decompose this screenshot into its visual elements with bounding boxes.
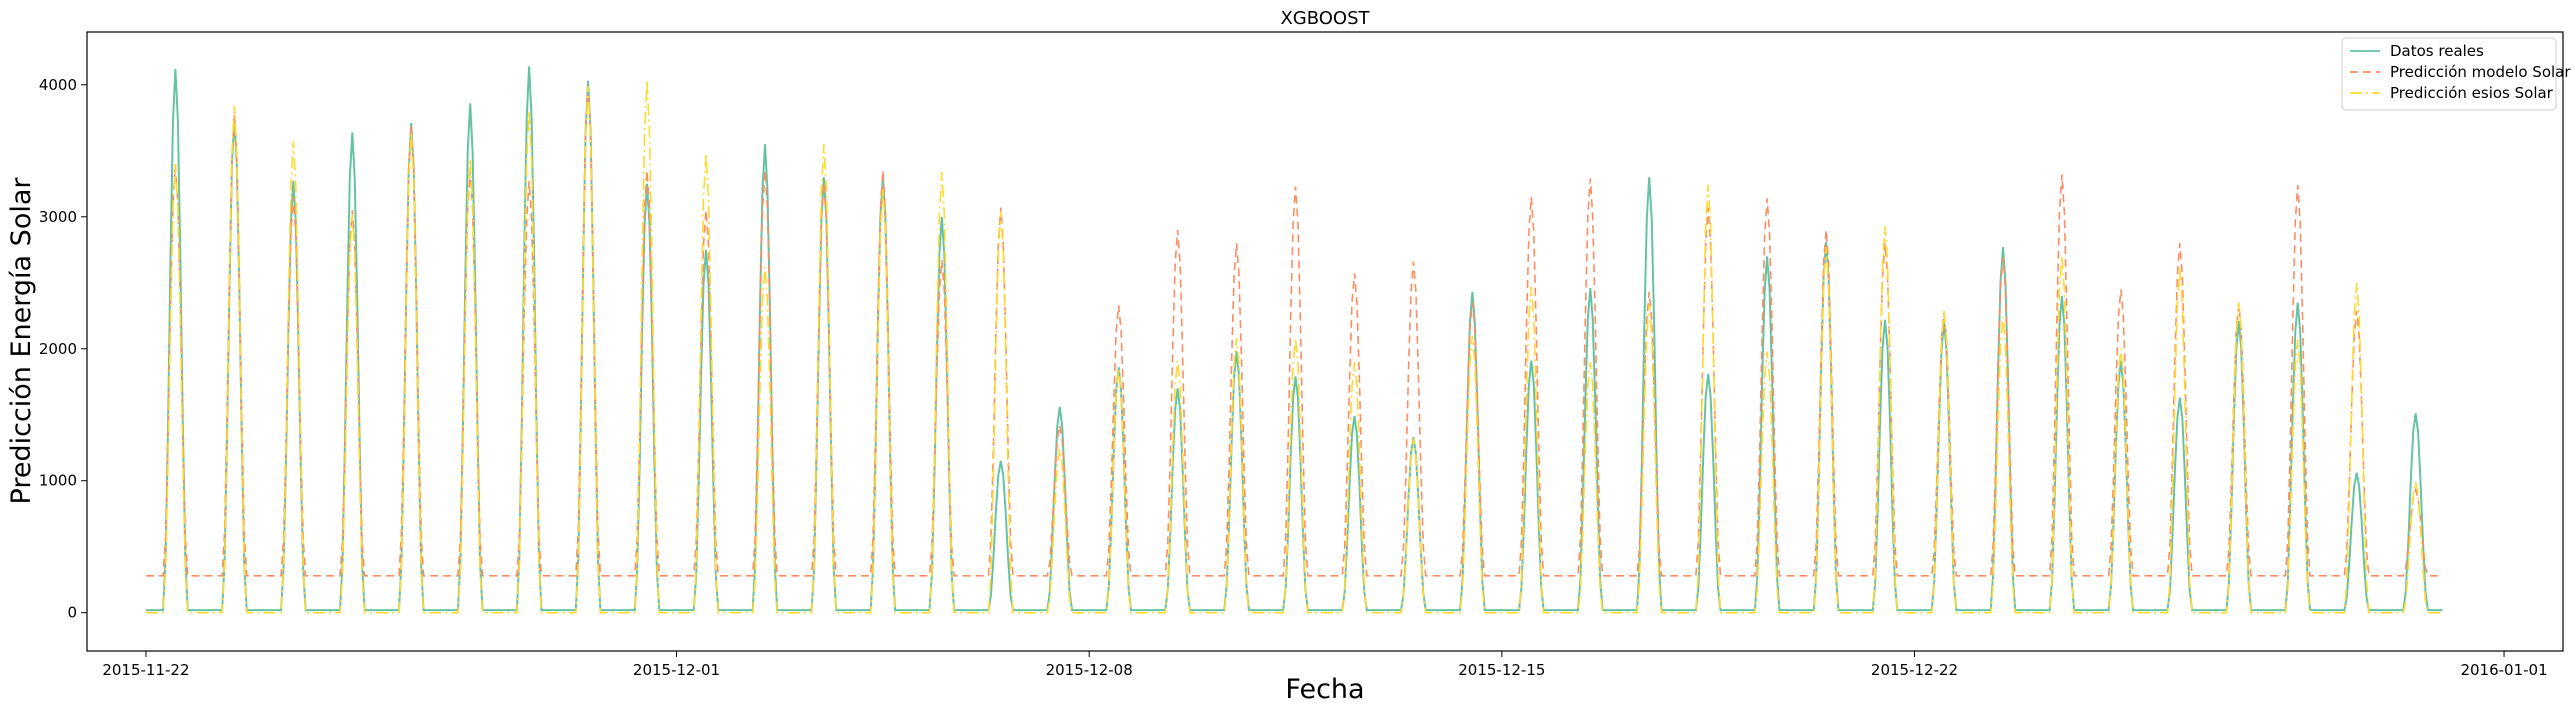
y-tick-label: 0: [67, 604, 77, 622]
legend: Datos reales Predicción modelo Solar Pre…: [2341, 37, 2571, 111]
y-tick-label: 1000: [39, 472, 77, 490]
legend-label-datos-reales: Datos reales: [2390, 42, 2484, 60]
chart-title: XGBOOST: [1280, 8, 1370, 29]
x-axis-title: Fecha: [1285, 674, 1364, 705]
x-tick-label: 2015-12-01: [633, 661, 720, 679]
x-tick-label: 2015-12-15: [1458, 661, 1545, 679]
legend-box: [2341, 37, 2557, 111]
x-tick-label: 2015-11-22: [102, 661, 189, 679]
x-tick-label: 2016-01-01: [2460, 661, 2547, 679]
legend-label-prediccion-modelo-solar: Predicción modelo Solar: [2390, 63, 2571, 81]
series-line-prediccion-modelo-solar: [146, 86, 2443, 577]
y-axis-title: Predicción Energía Solar: [6, 177, 37, 505]
legend-label-prediccion-esios-solar: Predicción esios Solar: [2390, 84, 2554, 102]
x-tick-label: 2015-12-08: [1046, 661, 1133, 679]
y-tick-label: 2000: [39, 340, 77, 358]
y-tick-label: 3000: [39, 208, 77, 226]
plot-frame: [86, 31, 2564, 652]
x-tick-label: 2015-12-22: [1871, 661, 1958, 679]
series-line-prediccion-esios-solar: [146, 80, 2443, 614]
y-tick-label: 4000: [39, 76, 77, 94]
series-layer: [146, 66, 2443, 614]
series-line-datos-reales: [146, 66, 2443, 612]
ticks-layer: 2015-11-22 2015-12-01 2015-12-08 2015-12-15…: [39, 76, 2548, 679]
